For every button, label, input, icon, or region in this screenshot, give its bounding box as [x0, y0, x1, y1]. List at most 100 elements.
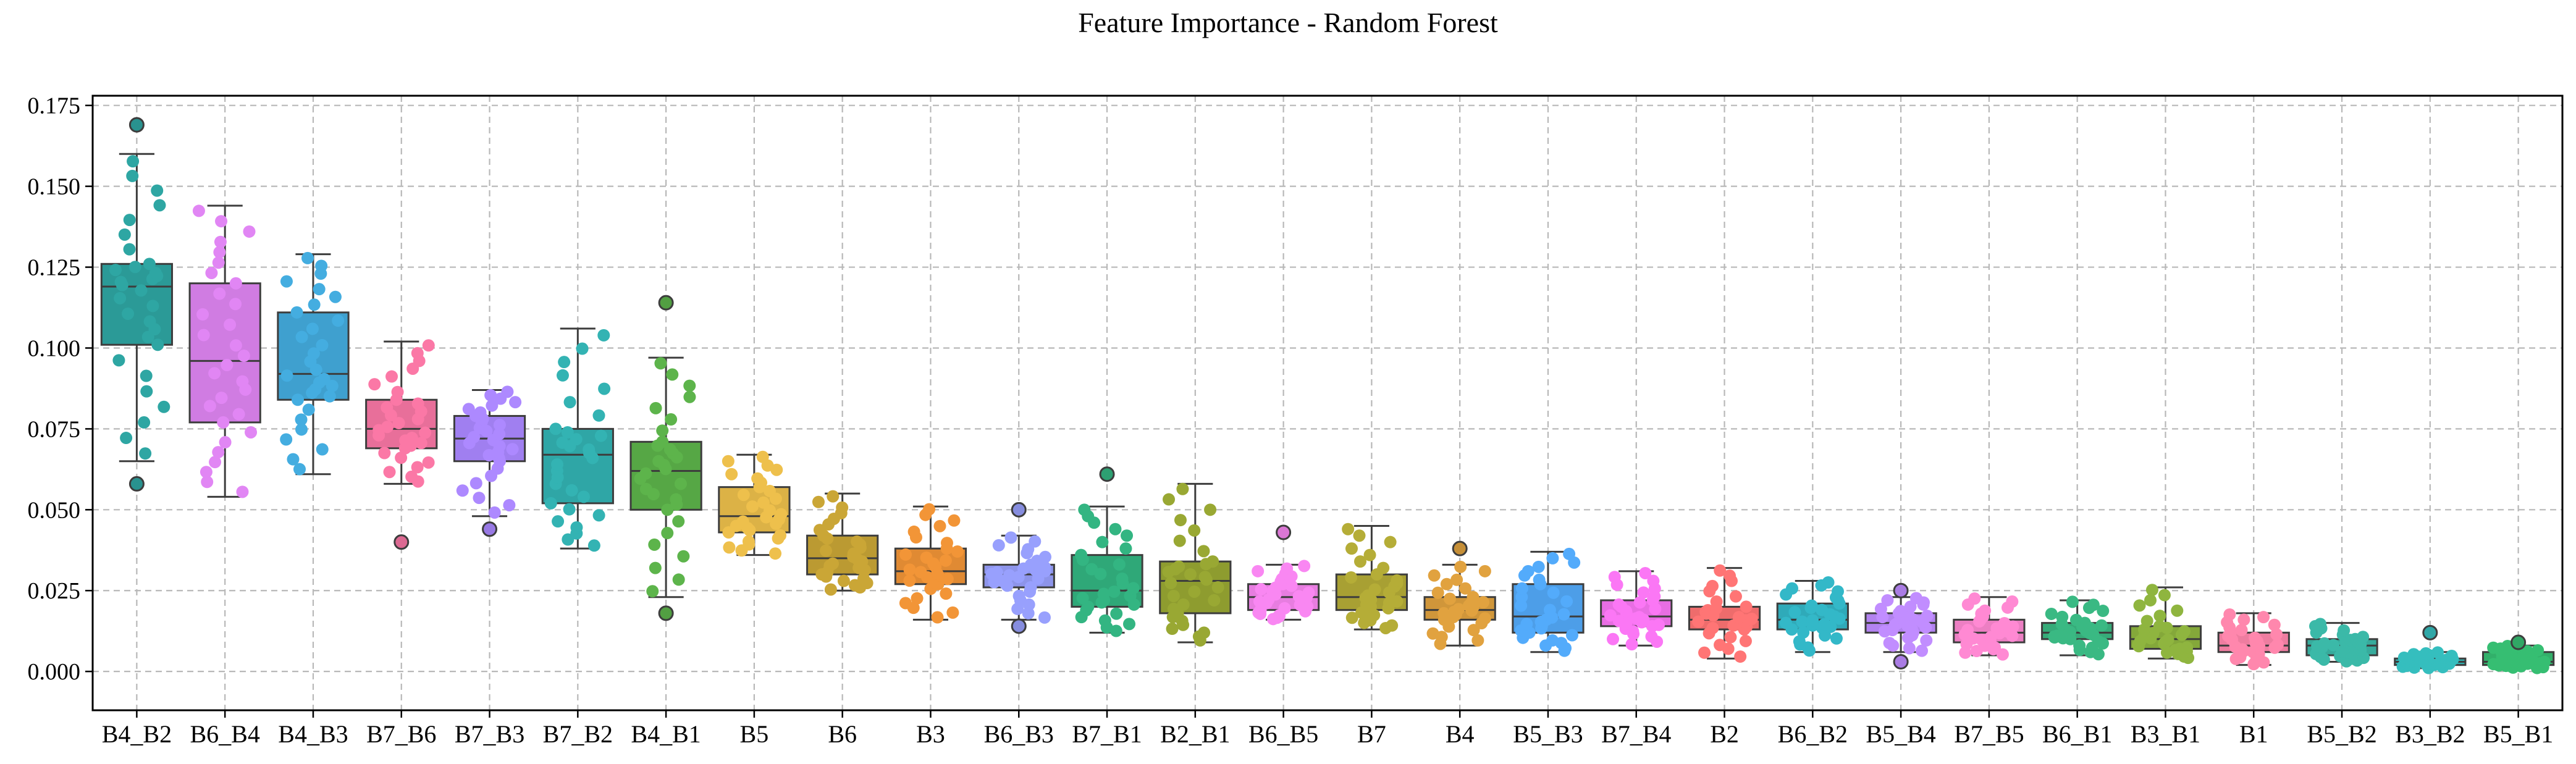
- x-tick-label: B5_B4: [1866, 720, 1935, 748]
- swarm-point: [501, 385, 514, 398]
- swarm-point: [665, 413, 678, 426]
- swarm-point: [313, 283, 326, 296]
- swarm-point: [666, 368, 679, 381]
- swarm-point: [1916, 644, 1929, 657]
- swarm-point: [1739, 634, 1752, 647]
- swarm-point: [2249, 631, 2262, 644]
- swarm-point: [1206, 555, 1219, 568]
- swarm-point: [1478, 612, 1491, 625]
- x-tick-label: B5_B2: [2307, 720, 2376, 748]
- x-tick-label: B3_B2: [2395, 720, 2465, 748]
- swarm-point: [1522, 565, 1534, 577]
- swarm-point: [837, 574, 850, 587]
- swarm-point: [2257, 611, 2270, 624]
- swarm-point: [411, 397, 424, 410]
- swarm-point: [1779, 616, 1792, 629]
- swarm-point: [1454, 560, 1467, 573]
- swarm-point: [315, 259, 328, 272]
- swarm-point: [1211, 581, 1224, 594]
- swarm-point: [419, 426, 432, 439]
- swarm-point: [1729, 590, 1742, 603]
- swarm-point: [1830, 632, 1843, 645]
- swarm-point: [1515, 582, 1528, 595]
- swarm-point: [153, 199, 166, 212]
- swarm-point: [332, 314, 345, 327]
- swarm-point: [577, 490, 590, 503]
- swarm-point: [1734, 650, 1747, 663]
- swarm-point: [2397, 651, 2410, 664]
- swarm-point: [923, 503, 936, 516]
- swarm-point: [2538, 655, 2551, 668]
- outlier-point: [658, 295, 674, 311]
- swarm-point: [1166, 623, 1179, 636]
- swarm-point: [506, 443, 519, 456]
- swarm-point: [1085, 563, 1098, 576]
- swarm-point: [914, 566, 927, 579]
- swarm-point: [1109, 523, 1122, 535]
- swarm-point: [592, 509, 605, 522]
- swarm-point: [229, 339, 242, 352]
- swarm-point: [1543, 603, 1556, 616]
- plot-frame: [91, 94, 2564, 712]
- swarm-point: [243, 225, 256, 238]
- swarm-point: [570, 521, 583, 534]
- swarm-point: [1119, 542, 1132, 555]
- swarm-point: [135, 284, 148, 297]
- y-tick-label: 0.125: [28, 255, 81, 281]
- swarm-point: [326, 379, 339, 392]
- swarm-point: [2521, 645, 2534, 658]
- swarm-point: [941, 573, 954, 586]
- outlier-point: [1276, 524, 1292, 540]
- swarm-point: [1968, 592, 1981, 605]
- swarm-point: [561, 426, 574, 439]
- outlier-point: [394, 534, 410, 550]
- y-tick-label: 0.000: [28, 659, 81, 685]
- swarm-point: [2178, 625, 2191, 638]
- swarm-point: [1428, 569, 1441, 582]
- outlier-point: [1893, 653, 1909, 670]
- swarm-point: [598, 382, 611, 395]
- swarm-point: [114, 275, 127, 288]
- swarm-point: [295, 413, 308, 426]
- swarm-point: [556, 436, 569, 449]
- swarm-point: [368, 378, 381, 391]
- swarm-point: [456, 484, 469, 497]
- x-tick-label: B6_B5: [1248, 720, 1318, 748]
- swarm-point: [652, 455, 665, 468]
- outlier-point: [482, 521, 498, 537]
- swarm-point: [295, 330, 308, 343]
- swarm-point: [1633, 596, 1646, 609]
- swarm-point: [143, 315, 156, 328]
- swarm-point: [484, 388, 497, 401]
- swarm-point: [1110, 607, 1123, 620]
- swarm-point: [1012, 589, 1025, 602]
- swarm-point: [1533, 573, 1546, 586]
- swarm-point: [674, 477, 687, 490]
- swarm-point: [1478, 565, 1491, 577]
- swarm-point: [2431, 646, 2444, 659]
- x-tick-label: B7_B6: [366, 720, 436, 748]
- swarm-point: [1467, 590, 1480, 603]
- swarm-point: [422, 339, 435, 352]
- swarm-point: [742, 535, 755, 548]
- swarm-point: [1164, 577, 1177, 590]
- swarm-point: [899, 548, 912, 561]
- swarm-point: [2314, 618, 2327, 631]
- swarm-point: [1391, 595, 1404, 608]
- swarm-point: [1816, 603, 1829, 616]
- swarm-point: [1177, 598, 1190, 611]
- swarm-point: [2006, 595, 2019, 608]
- x-tick-label: B6_B1: [2042, 720, 2112, 748]
- swarm-point: [392, 416, 405, 429]
- swarm-point: [1788, 606, 1801, 619]
- swarm-point: [756, 450, 769, 463]
- swarm-point: [120, 432, 133, 445]
- x-tick-label: B4_B3: [278, 720, 348, 748]
- swarm-point: [931, 611, 944, 624]
- swarm-point: [1785, 582, 1798, 595]
- swarm-point: [737, 489, 750, 502]
- swarm-point: [549, 422, 562, 435]
- swarm-point: [219, 436, 232, 449]
- swarm-point: [1353, 529, 1366, 542]
- swarm-point: [683, 390, 696, 403]
